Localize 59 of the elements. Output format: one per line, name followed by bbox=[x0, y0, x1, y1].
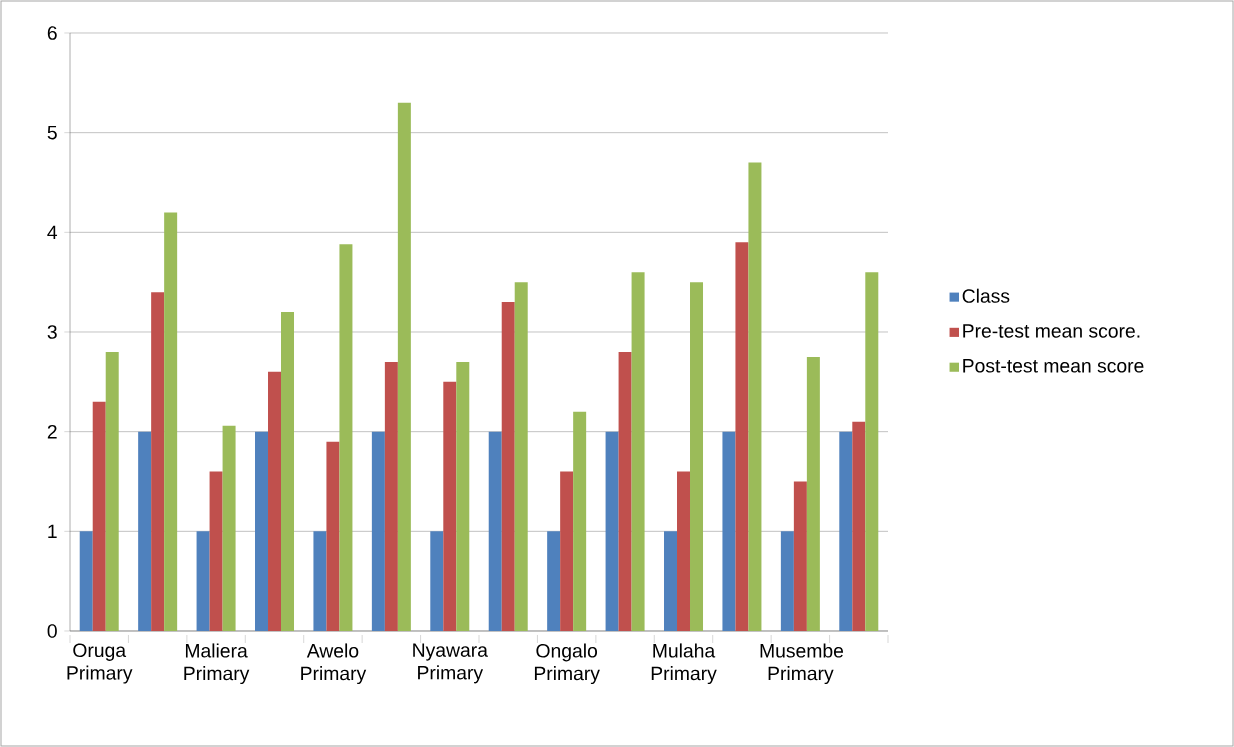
bar bbox=[164, 212, 178, 631]
bar bbox=[222, 425, 236, 631]
bar bbox=[690, 282, 704, 631]
bar bbox=[573, 411, 587, 631]
bar bbox=[605, 431, 619, 631]
bar bbox=[677, 471, 691, 631]
bar bbox=[430, 531, 444, 631]
bar bbox=[560, 471, 574, 631]
bar bbox=[92, 401, 106, 631]
bar bbox=[456, 361, 470, 631]
y-tick-label: 6 bbox=[47, 26, 57, 40]
bar bbox=[443, 381, 457, 631]
bar bbox=[722, 431, 736, 631]
bar bbox=[748, 162, 762, 631]
bar bbox=[313, 531, 327, 631]
legend-label: Class bbox=[962, 288, 1010, 303]
bar bbox=[488, 431, 502, 631]
bar bbox=[268, 371, 282, 631]
bar bbox=[501, 302, 515, 631]
bar bbox=[384, 361, 398, 631]
bar bbox=[281, 312, 295, 631]
x-tick-label: Oruga Primary bbox=[67, 643, 133, 684]
x-tick-label: Nyawara Primary bbox=[413, 643, 488, 684]
x-tick-label: Musembe Primary bbox=[760, 643, 844, 685]
y-tick-label: 3 bbox=[47, 325, 57, 339]
y-tick-label: 0 bbox=[47, 624, 57, 638]
bar bbox=[138, 431, 152, 631]
bar bbox=[255, 431, 269, 631]
bar bbox=[865, 272, 879, 631]
x-tick-label: Awelo Primary bbox=[301, 643, 367, 685]
bar bbox=[79, 531, 93, 631]
y-tick-label: 5 bbox=[47, 125, 57, 140]
x-tick-label: Ongalo Primary bbox=[534, 643, 600, 685]
bar bbox=[209, 471, 223, 631]
bar bbox=[397, 102, 411, 631]
y-tick-label: 1 bbox=[48, 524, 57, 538]
x-tick-label: Maliera Primary bbox=[184, 643, 250, 685]
bar bbox=[839, 431, 853, 631]
bar bbox=[547, 531, 561, 631]
legend-label: Pre-test mean score. bbox=[963, 324, 1140, 338]
y-tick-label: 2 bbox=[47, 424, 57, 439]
bar bbox=[371, 431, 385, 631]
bar bbox=[339, 244, 353, 631]
bar bbox=[780, 531, 794, 631]
y-tick-label: 4 bbox=[47, 225, 58, 239]
bar bbox=[326, 441, 340, 631]
bar bbox=[852, 421, 866, 631]
bar bbox=[735, 242, 749, 631]
bar bbox=[151, 292, 165, 631]
bar bbox=[514, 282, 528, 631]
bar bbox=[105, 351, 119, 631]
bar bbox=[806, 356, 820, 631]
bar bbox=[664, 531, 678, 631]
bar bbox=[618, 351, 632, 631]
x-tick-label: Mulaha Primary bbox=[651, 643, 717, 685]
bar bbox=[196, 531, 210, 631]
bar bbox=[631, 272, 645, 631]
legend-label: Post-test mean score bbox=[963, 359, 1144, 373]
bar bbox=[793, 481, 807, 631]
